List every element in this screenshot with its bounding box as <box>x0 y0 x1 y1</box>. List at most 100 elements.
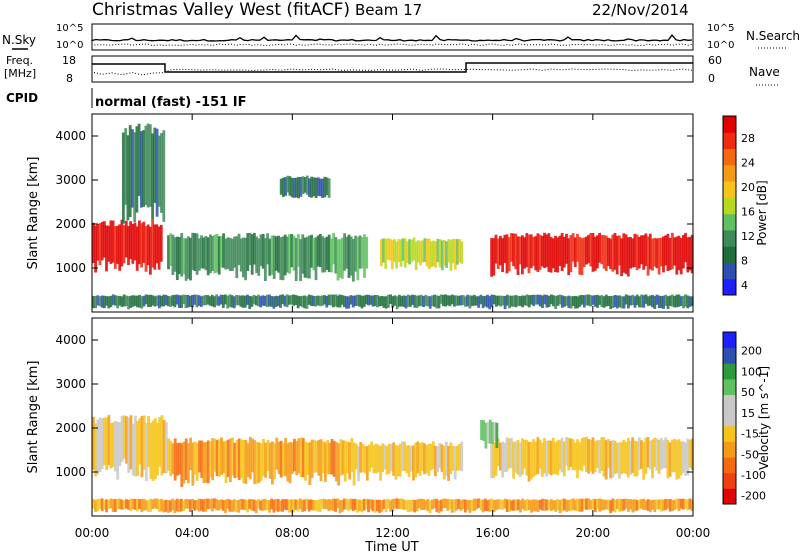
power-region-2-cell <box>204 236 208 271</box>
power-region-2-cell <box>259 234 263 267</box>
velocity-region-5-cell <box>378 499 381 513</box>
velocity-region-2-cell <box>379 445 382 481</box>
power-region-5-cell <box>629 237 632 269</box>
velocity-colorbar-tick: -15 <box>741 428 759 441</box>
velocity-region-2-cell <box>405 445 409 474</box>
velocity-region-1-cell <box>335 442 338 482</box>
velocity-region-3-cell <box>567 437 571 471</box>
power-region-6-cell <box>162 294 166 307</box>
velocity-region-5-cell <box>131 498 135 509</box>
power-region-6-cell <box>589 295 593 307</box>
velocity-region-5-cell <box>431 499 434 510</box>
power-region-6-cell <box>481 296 485 309</box>
power-region-4-cell <box>408 239 411 265</box>
power-region-6-cell <box>160 295 163 307</box>
power-region-6-cell <box>318 295 322 307</box>
date-label: 22/Nov/2014 <box>592 1 689 19</box>
power-region-6-cell <box>228 294 232 307</box>
power-region-2-cell <box>255 236 258 274</box>
power-region-6-cell <box>384 296 388 309</box>
power-region-5-cell <box>576 233 579 262</box>
velocity-region-3-cell <box>501 441 504 478</box>
velocity-region-5-cell <box>345 498 348 510</box>
power-region-6-cell <box>633 296 637 308</box>
power-region-6-cell <box>347 296 351 309</box>
power-region-6-cell <box>657 295 661 309</box>
velocity-region-3-cell <box>549 440 553 476</box>
velocity-region-2-cell <box>460 441 464 472</box>
power-region-6-cell <box>598 295 602 305</box>
velocity-region-3-cell <box>690 438 694 470</box>
power-region-6-cell <box>479 294 483 305</box>
power-region-0-cell <box>146 224 150 266</box>
power-region-6-cell <box>378 296 381 307</box>
power-region-6-cell <box>241 295 245 308</box>
power-region-5-cell <box>618 235 621 266</box>
power-region-2-cell <box>167 235 170 270</box>
velocity-region-5-cell <box>455 499 458 511</box>
velocity-region-5-cell <box>446 498 450 511</box>
power-region-1-cell <box>137 123 141 196</box>
velocity-region-5-cell <box>607 499 610 511</box>
power-region-6-cell <box>532 294 536 307</box>
velocity-region-5-cell <box>589 500 593 510</box>
power-region-2-cell <box>231 238 234 271</box>
velocity-region-5-cell <box>305 498 309 509</box>
velocity-region-5-cell <box>450 499 454 513</box>
velocity-region-3-cell <box>589 439 593 472</box>
power-region-5-cell <box>558 235 562 266</box>
velocity-region-2-cell <box>445 441 448 477</box>
power-region-3-cell <box>323 176 327 198</box>
power-region-6-cell <box>153 296 157 307</box>
velocity-region-5-cell <box>349 498 353 510</box>
power-region-3-cell <box>282 177 285 197</box>
velocity-region-5-cell <box>327 499 331 512</box>
velocity-region-2-cell <box>396 445 400 477</box>
power-region-6-cell <box>327 294 331 306</box>
velocity-region-1-cell <box>211 438 215 481</box>
power-region-6-cell <box>261 295 265 306</box>
velocity-region-0-cell <box>122 415 126 459</box>
power-region-6-cell <box>475 296 478 306</box>
power-region-6-cell <box>525 294 529 307</box>
power-region-3-cell <box>292 178 296 198</box>
power-region-2-cell <box>272 235 276 279</box>
power-region-6-cell <box>265 294 269 308</box>
velocity-region-3-cell <box>611 440 615 478</box>
velocity-region-3-cell <box>490 441 493 478</box>
velocity-region-5-cell <box>519 500 522 513</box>
velocity-region-4-cell <box>495 422 499 449</box>
power-region-6-cell <box>367 294 370 306</box>
velocity-region-3-cell <box>602 437 606 477</box>
power-region-6-cell <box>380 295 384 306</box>
power-region-4-cell <box>390 240 394 270</box>
power-region-6-cell <box>270 296 274 307</box>
power-region-2-cell <box>195 233 199 275</box>
power-region-5-cell <box>622 233 626 273</box>
velocity-region-5-cell <box>171 498 175 511</box>
velocity-region-5-cell <box>653 499 657 513</box>
power-region-4-cell <box>427 238 431 269</box>
velocity-region-5-cell <box>138 499 141 509</box>
velocity-region-3-cell <box>673 439 676 473</box>
velocity-region-1-cell <box>341 440 345 475</box>
velocity-region-1-cell <box>350 438 354 472</box>
velocity-region-3-cell <box>492 442 496 478</box>
velocity-region-1-cell <box>220 437 223 475</box>
velocity-region-1-cell <box>195 443 199 481</box>
power-region-6-cell <box>424 295 428 306</box>
power-region-6-cell <box>312 295 315 307</box>
velocity-region-5-cell <box>105 499 108 513</box>
power-region-6-cell <box>527 295 531 308</box>
velocity-region-3-cell <box>626 437 630 478</box>
velocity-region-3-cell <box>569 438 573 467</box>
power-region-6-cell <box>611 295 615 308</box>
power-region-6-cell <box>433 294 436 307</box>
power-region-2-cell <box>360 237 364 269</box>
power-region-5-cell <box>514 233 518 270</box>
velocity-region-5-cell <box>461 499 465 509</box>
velocity-region-5-cell <box>505 499 509 512</box>
velocity-region-2-cell <box>392 442 396 476</box>
power-region-2-cell <box>356 236 360 281</box>
velocity-region-0-cell <box>96 419 100 475</box>
